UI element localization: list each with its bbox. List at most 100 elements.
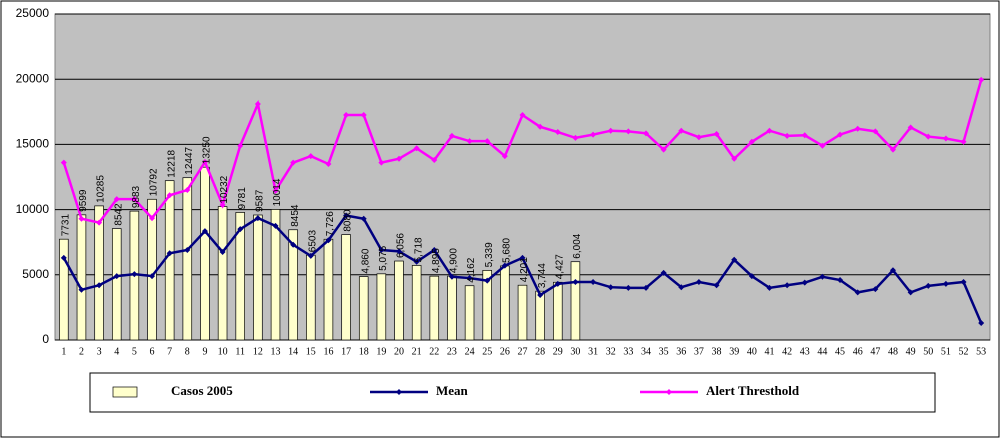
x-tick-label: 6: [150, 346, 155, 357]
data-label: 8454: [290, 204, 301, 227]
marker: [448, 273, 455, 280]
marker: [96, 282, 103, 289]
data-label: 5,339: [484, 242, 495, 267]
marker: [907, 289, 914, 296]
bar: [517, 284, 528, 341]
x-tick-label: 18: [359, 346, 369, 357]
marker: [660, 269, 667, 276]
data-label: 4,895: [431, 248, 442, 273]
marker: [219, 248, 226, 255]
marker: [590, 278, 597, 285]
x-tick-label: 31: [588, 346, 598, 357]
data-label: 7,726: [325, 211, 336, 236]
marker: [290, 159, 297, 166]
marker: [731, 256, 738, 263]
data-label: 6,056: [396, 233, 407, 258]
data-label: 12218: [166, 149, 177, 177]
marker: [660, 146, 667, 153]
x-tick-label: 2: [79, 346, 84, 357]
legend-label: Alert Thresthold: [706, 383, 800, 398]
marker: [801, 279, 808, 286]
x-tick-label: 15: [306, 346, 316, 357]
x-tick-label: 39: [729, 346, 739, 357]
marker: [784, 282, 791, 289]
x-tick-label: 41: [764, 346, 774, 357]
marker: [819, 142, 826, 149]
marker: [784, 132, 791, 139]
marker: [219, 202, 226, 209]
x-tick-label: 27: [518, 346, 528, 357]
marker: [307, 153, 314, 160]
marker: [131, 271, 138, 278]
bar: [482, 270, 492, 341]
bar: [253, 214, 263, 341]
x-tick-label: 49: [906, 346, 916, 357]
marker: [642, 130, 649, 137]
marker: [837, 131, 844, 138]
marker: [290, 241, 297, 248]
marker: [396, 248, 403, 255]
data-label: 8080: [343, 209, 354, 232]
x-tick-label: 42: [782, 346, 792, 357]
data-label: 4,427: [554, 254, 565, 279]
marker: [925, 282, 932, 289]
x-tick-label: 23: [447, 346, 457, 357]
marker: [713, 130, 720, 137]
data-label: 4,162: [466, 257, 477, 282]
x-tick-label: 33: [623, 346, 633, 357]
marker: [572, 134, 579, 141]
marker: [254, 215, 261, 222]
marker: [942, 280, 949, 287]
marker: [113, 196, 120, 203]
y-tick-label: 10000: [16, 202, 50, 216]
bar: [429, 275, 440, 341]
bar: [217, 206, 228, 341]
bar: [235, 212, 245, 341]
marker: [590, 131, 597, 138]
marker: [201, 228, 208, 235]
data-label: 4,900: [449, 248, 460, 273]
marker: [201, 159, 208, 166]
marker: [325, 237, 332, 244]
marker: [960, 278, 967, 285]
data-label: 9781: [237, 187, 248, 210]
x-tick-label: 43: [800, 346, 810, 357]
data-label: 3,744: [537, 263, 548, 288]
x-tick-label: 10: [218, 346, 228, 357]
x-tick-label: 1: [61, 346, 66, 357]
x-tick-label: 51: [941, 346, 951, 357]
x-tick-label: 17: [341, 346, 351, 357]
marker: [78, 286, 85, 293]
marker: [748, 138, 755, 145]
data-label: 10232: [219, 175, 230, 203]
y-tick-label: 5000: [22, 267, 49, 281]
marker: [960, 138, 967, 145]
data-label: 5,680: [501, 237, 512, 262]
marker: [343, 112, 350, 119]
marker: [519, 112, 526, 119]
marker: [748, 273, 755, 280]
bar: [200, 166, 210, 341]
x-tick-label: 32: [606, 346, 616, 357]
legend-label: Mean: [436, 383, 469, 398]
marker: [413, 145, 420, 152]
marker: [695, 278, 702, 285]
data-label: 8542: [113, 203, 124, 226]
marker: [343, 212, 350, 219]
x-tick-label: 36: [676, 346, 686, 357]
x-tick-label: 3: [97, 346, 102, 357]
x-tick-label: 22: [429, 346, 439, 357]
marker: [766, 284, 773, 291]
marker: [184, 187, 191, 194]
marker: [801, 132, 808, 139]
marker: [642, 284, 649, 291]
data-label: 7731: [60, 214, 71, 237]
bar: [376, 273, 387, 341]
marker: [607, 284, 614, 291]
marker: [519, 254, 526, 261]
marker: [360, 215, 367, 222]
data-label: 9599: [78, 189, 89, 212]
marker: [60, 254, 67, 261]
x-tick-label: 20: [394, 346, 404, 357]
x-tick-label: 37: [694, 346, 704, 357]
